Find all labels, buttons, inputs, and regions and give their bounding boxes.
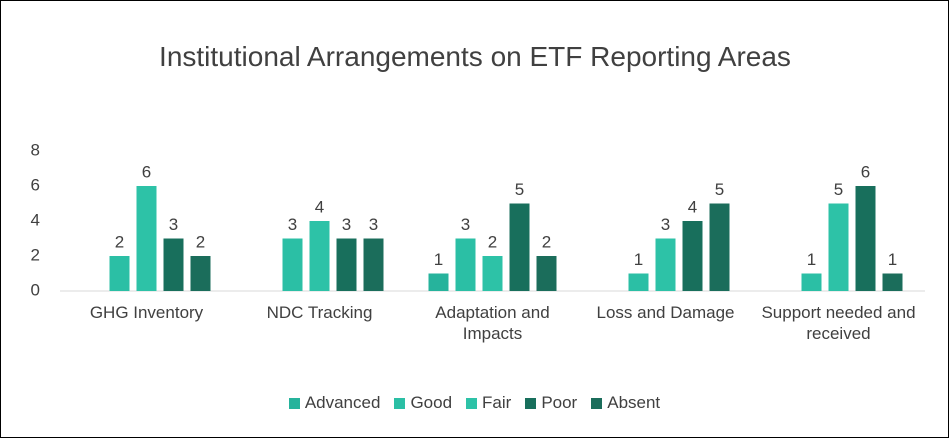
bar [282, 238, 303, 291]
legend: Advanced Good Fair Poor Absent [0, 393, 949, 413]
data-label: 4 [315, 197, 324, 216]
y-tick-label: 6 [31, 175, 40, 194]
bar [482, 256, 503, 291]
legend-item: Fair [466, 393, 511, 413]
legend-label: Advanced [304, 393, 381, 412]
bar [536, 256, 557, 291]
legend-label: Good [410, 393, 453, 412]
data-label: 3 [369, 215, 378, 234]
x-tick-label: Adaptation and Impacts [435, 303, 550, 343]
bar [855, 186, 876, 291]
data-label: 5 [715, 180, 724, 199]
bar [509, 203, 530, 291]
data-label: 2 [115, 232, 124, 251]
bar [309, 221, 330, 291]
legend-label: Absent [607, 393, 661, 412]
bar [190, 256, 211, 291]
data-label: 6 [861, 162, 870, 181]
legend-swatch [591, 397, 603, 409]
data-label: 6 [142, 162, 151, 181]
data-label: 4 [688, 197, 697, 216]
legend-item: Good [394, 393, 452, 413]
legend-swatch [394, 397, 406, 409]
data-label: 3 [342, 215, 351, 234]
data-label: 5 [515, 180, 524, 199]
bar [455, 238, 476, 291]
data-label: 3 [461, 215, 470, 234]
y-tick-label: 0 [31, 280, 40, 299]
data-label: 3 [169, 215, 178, 234]
data-label: 5 [834, 180, 843, 199]
bar [801, 273, 822, 291]
bar [828, 203, 849, 291]
bar [109, 256, 130, 291]
data-label: 3 [288, 215, 297, 234]
x-tick-label: Loss and Damage [596, 303, 735, 322]
data-label: 3 [661, 215, 670, 234]
bar [136, 186, 157, 291]
data-label: 1 [434, 250, 443, 269]
x-tick-label: GHG Inventory [89, 303, 204, 322]
bar [628, 273, 649, 291]
y-tick-label: 2 [31, 245, 40, 264]
legend-swatch [288, 397, 300, 409]
bar [363, 238, 384, 291]
legend-label: Poor [541, 393, 578, 412]
data-label: 2 [488, 232, 497, 251]
legend-item: Poor [525, 393, 577, 413]
bar [655, 238, 676, 291]
bar [682, 221, 703, 291]
y-tick-label: 8 [31, 140, 40, 159]
bar [336, 238, 357, 291]
legend-swatch [525, 397, 537, 409]
data-label: 1 [888, 250, 897, 269]
bar [882, 273, 903, 291]
data-label: 1 [634, 250, 643, 269]
data-label: 2 [196, 232, 205, 251]
bar [163, 238, 184, 291]
legend-item: Absent [591, 393, 660, 413]
x-tick-label: Support needed and received [761, 303, 916, 343]
chart-title: Institutional Arrangements on ETF Report… [159, 41, 791, 72]
legend-item: Advanced [288, 393, 381, 413]
data-label: 1 [807, 250, 816, 269]
legend-label: Fair [482, 393, 512, 412]
data-label: 2 [542, 232, 551, 251]
bar [709, 203, 730, 291]
legend-swatch [466, 397, 478, 409]
x-tick-label: NDC Tracking [266, 303, 373, 322]
bar [428, 273, 449, 291]
y-tick-label: 4 [31, 210, 40, 229]
